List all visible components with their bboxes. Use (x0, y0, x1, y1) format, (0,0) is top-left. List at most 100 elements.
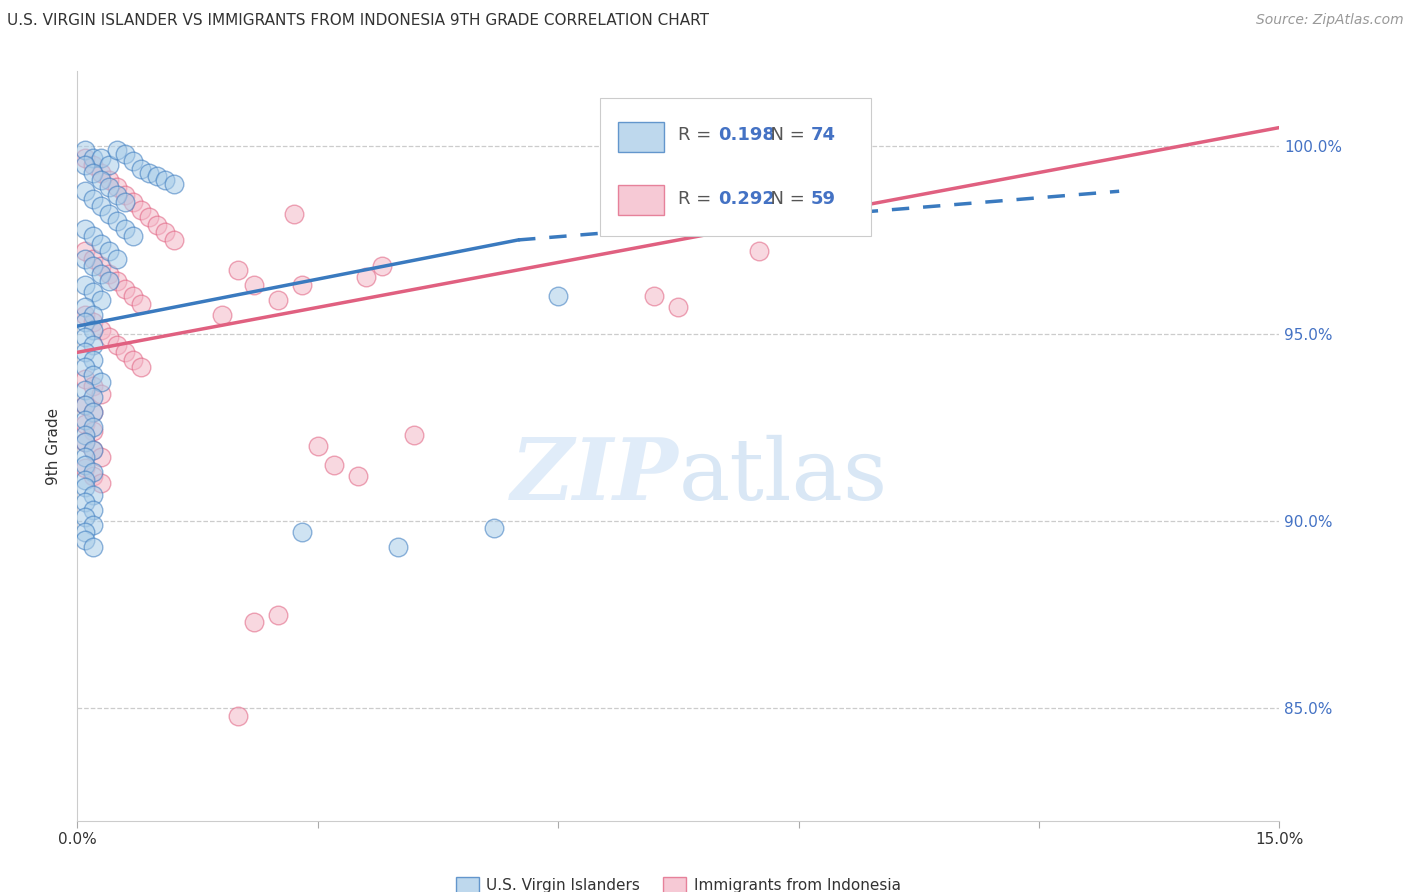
Point (75, 533, 97, 547)
Text: ZIP: ZIP (510, 434, 679, 517)
Point (748, 244, 770, 259)
Point (138, 165, 160, 179)
Point (107, 338, 129, 352)
Point (90, 376, 112, 390)
FancyBboxPatch shape (619, 121, 664, 152)
Point (162, 233, 184, 247)
Point (75, 158, 97, 172)
Point (90, 386, 112, 401)
Point (146, 169, 169, 184)
Point (107, 143, 129, 157)
Point (75, 277, 97, 292)
Point (98, 158, 121, 172)
Point (82, 252, 104, 266)
Point (90, 199, 112, 213)
Point (90, 173, 112, 187)
Point (82, 502, 104, 516)
Text: 0.198: 0.198 (718, 126, 775, 144)
Point (75, 244, 97, 259)
Point (138, 211, 160, 225)
Point (114, 345, 136, 359)
Point (98, 274, 121, 288)
Point (75, 308, 97, 322)
Point (82, 352, 104, 367)
Point (482, 521, 505, 535)
Point (90, 236, 112, 251)
Point (75, 398, 97, 412)
Point (291, 525, 314, 540)
Point (107, 180, 129, 194)
Point (75, 345, 97, 359)
Point (82, 420, 104, 434)
Point (75, 450, 97, 465)
Point (75, 525, 97, 540)
Point (131, 161, 153, 176)
Point (155, 226, 177, 240)
Point (75, 495, 97, 509)
FancyBboxPatch shape (600, 97, 870, 236)
Point (267, 293, 290, 307)
Point (347, 469, 370, 483)
Point (75, 398, 97, 412)
Point (242, 615, 264, 629)
Text: R =: R = (679, 126, 717, 144)
Point (82, 315, 104, 329)
Point (82, 442, 104, 457)
Point (82, 488, 104, 502)
Point (226, 263, 249, 277)
Point (122, 154, 145, 169)
Point (75, 417, 97, 431)
Point (90, 259, 112, 273)
Point (75, 510, 97, 524)
Point (75, 301, 97, 315)
Point (122, 195, 145, 210)
Point (98, 180, 121, 194)
Point (82, 517, 104, 532)
Point (226, 708, 249, 723)
Point (98, 267, 121, 281)
Point (75, 143, 97, 157)
Point (82, 442, 104, 457)
Point (146, 218, 169, 232)
Point (75, 427, 97, 442)
Text: N =: N = (759, 190, 810, 208)
Point (114, 195, 136, 210)
Legend: U.S. Virgin Islanders, Immigrants from Indonesia: U.S. Virgin Islanders, Immigrants from I… (450, 871, 907, 892)
Point (283, 207, 305, 221)
Point (387, 540, 409, 554)
Point (371, 259, 394, 273)
Point (162, 177, 184, 191)
Point (131, 296, 153, 310)
Point (75, 221, 97, 235)
Point (75, 330, 97, 344)
Point (75, 473, 97, 487)
Point (82, 151, 104, 165)
Point (82, 405, 104, 419)
Text: 0.292: 0.292 (718, 190, 775, 208)
Point (82, 285, 104, 300)
Point (211, 308, 233, 322)
Point (122, 289, 145, 303)
Point (75, 480, 97, 494)
Point (82, 165, 104, 179)
Point (98, 173, 121, 187)
Point (82, 390, 104, 404)
Point (114, 282, 136, 296)
Point (547, 289, 569, 303)
Point (155, 173, 177, 187)
Point (322, 458, 344, 472)
Point (82, 368, 104, 382)
Text: U.S. VIRGIN ISLANDER VS IMMIGRANTS FROM INDONESIA 9TH GRADE CORRELATION CHART: U.S. VIRGIN ISLANDER VS IMMIGRANTS FROM … (7, 13, 709, 29)
Point (107, 188, 129, 202)
Point (82, 323, 104, 337)
Point (75, 360, 97, 375)
Point (75, 151, 97, 165)
Point (107, 252, 129, 266)
Point (98, 207, 121, 221)
Point (75, 383, 97, 397)
Point (114, 221, 136, 235)
Point (114, 188, 136, 202)
Point (107, 214, 129, 228)
Point (75, 315, 97, 329)
Point (122, 229, 145, 244)
